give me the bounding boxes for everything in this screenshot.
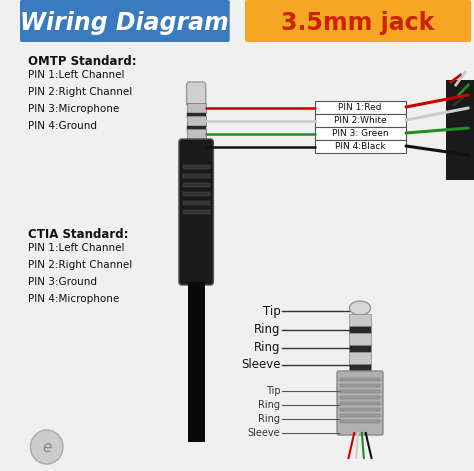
Ellipse shape	[349, 301, 371, 315]
Bar	[340, 402, 380, 405]
Bar	[187, 126, 206, 131]
Bar	[349, 326, 371, 333]
Text: Tip: Tip	[263, 304, 281, 317]
Text: PIN 4:Microphone: PIN 4:Microphone	[27, 294, 119, 304]
Bar	[187, 116, 206, 126]
Text: PIN 2:White: PIN 2:White	[334, 116, 386, 125]
Text: CTIA Standard:: CTIA Standard:	[27, 228, 128, 241]
Bar	[349, 364, 371, 371]
Text: PIN 1:Left Channel: PIN 1:Left Channel	[27, 70, 124, 80]
Bar	[183, 174, 210, 178]
Bar	[183, 192, 210, 196]
Bar	[340, 414, 380, 417]
Text: PIN 3: Green: PIN 3: Green	[332, 129, 388, 138]
Text: Ring: Ring	[258, 414, 281, 424]
Bar	[349, 352, 371, 364]
Text: Ring: Ring	[254, 341, 281, 355]
Text: Wiring Diagram: Wiring Diagram	[20, 11, 228, 35]
Text: PIN 4:Ground: PIN 4:Ground	[27, 121, 97, 131]
Text: PIN 2:Right Channel: PIN 2:Right Channel	[27, 87, 132, 97]
Bar	[188, 282, 205, 442]
Bar	[340, 390, 380, 393]
Circle shape	[30, 430, 63, 464]
Bar	[187, 103, 206, 113]
Text: e: e	[42, 439, 51, 455]
Bar	[187, 139, 206, 144]
Text: Ring: Ring	[254, 324, 281, 336]
Bar	[183, 210, 210, 214]
Bar	[349, 333, 371, 345]
Text: PIN 1:Left Channel: PIN 1:Left Channel	[27, 243, 124, 253]
Bar	[340, 384, 380, 387]
Bar	[187, 129, 206, 139]
Text: PIN 2:Right Channel: PIN 2:Right Channel	[27, 260, 132, 270]
FancyBboxPatch shape	[245, 0, 471, 42]
Text: PIN 4:Black: PIN 4:Black	[335, 142, 385, 151]
Text: Sleeve: Sleeve	[248, 428, 281, 438]
Bar	[340, 378, 380, 381]
Text: PIN 1:Red: PIN 1:Red	[338, 103, 382, 112]
Bar	[183, 201, 210, 205]
Bar	[315, 127, 406, 140]
Text: PIN 3:Ground: PIN 3:Ground	[27, 277, 97, 287]
Text: PIN 3:Microphone: PIN 3:Microphone	[27, 104, 119, 114]
Bar	[315, 114, 406, 127]
Bar	[340, 396, 380, 399]
Text: Ring: Ring	[258, 400, 281, 410]
Text: Sleeve: Sleeve	[241, 358, 281, 372]
FancyBboxPatch shape	[337, 371, 383, 435]
Bar	[340, 408, 380, 411]
Bar	[349, 314, 371, 326]
Bar	[183, 165, 210, 169]
Bar	[349, 345, 371, 352]
Bar	[446, 80, 474, 180]
Text: 3.5mm jack: 3.5mm jack	[282, 11, 435, 35]
Text: OMTP Standard:: OMTP Standard:	[27, 55, 136, 68]
Text: Tip: Tip	[266, 386, 281, 396]
Bar	[340, 420, 380, 423]
Bar	[315, 140, 406, 153]
Bar	[315, 101, 406, 114]
FancyBboxPatch shape	[179, 139, 213, 285]
FancyBboxPatch shape	[20, 0, 230, 42]
FancyBboxPatch shape	[187, 82, 206, 106]
Bar	[183, 183, 210, 187]
Bar	[187, 113, 206, 118]
